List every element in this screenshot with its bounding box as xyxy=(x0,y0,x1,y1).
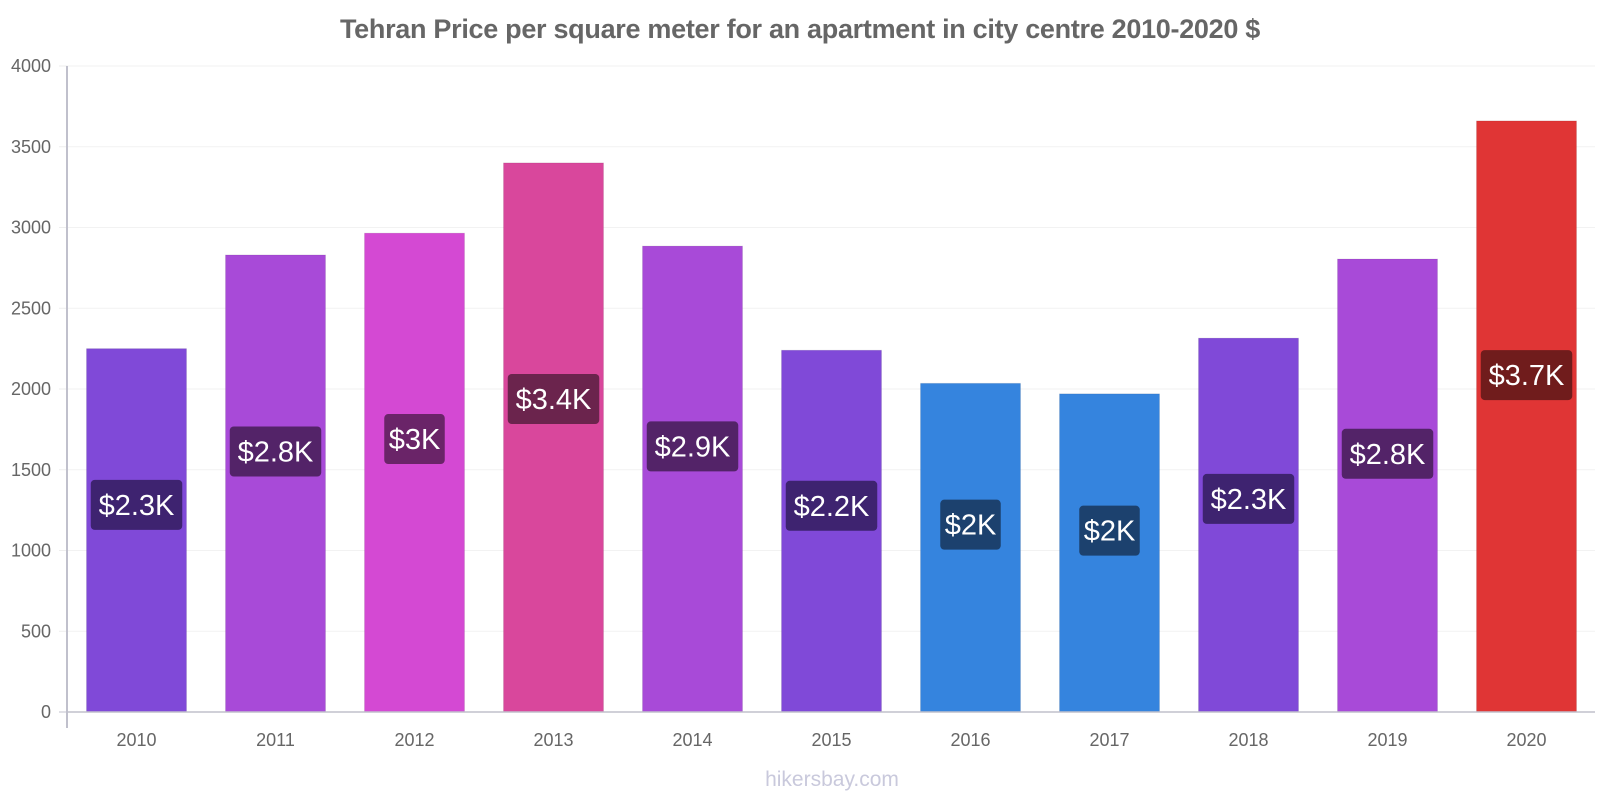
bar xyxy=(503,162,604,713)
x-tick-label: 2011 xyxy=(256,730,295,750)
data-label: $2.2K xyxy=(794,491,870,523)
bar xyxy=(86,348,187,713)
y-tick-label: 1000 xyxy=(11,541,51,561)
data-label-box xyxy=(940,499,1001,550)
data-label-box xyxy=(1202,473,1295,524)
data-labels: $2.3K $2.8K $3K $3.4K $2.9K $2.2K $2K $2K $2.3K $… xyxy=(90,350,1573,556)
bar xyxy=(1337,258,1438,713)
data-label-box xyxy=(1480,350,1573,401)
data-label-box xyxy=(785,480,878,531)
data-label-box xyxy=(1341,428,1434,479)
watermark: hikersbay.com xyxy=(765,768,899,791)
x-tick-label: 2014 xyxy=(672,730,712,750)
bar xyxy=(1476,120,1577,713)
data-label: $2.8K xyxy=(238,436,314,468)
data-label-box xyxy=(229,426,322,477)
data-label: $2.9K xyxy=(655,431,731,463)
data-label: $3.4K xyxy=(516,384,592,416)
data-label: $2.3K xyxy=(1211,484,1287,516)
data-label: $2K xyxy=(945,510,997,542)
y-tick-label: 1500 xyxy=(11,460,51,480)
y-tick-label: 3000 xyxy=(11,218,51,238)
bar xyxy=(364,232,465,713)
bar xyxy=(225,254,326,713)
y-tick-label: 4000 xyxy=(11,56,51,76)
data-label-box xyxy=(1079,505,1140,556)
axes: 0 500 1000 1500 2000 2500 3000 3500 4000 2010 2011… xyxy=(11,56,1595,750)
x-tick-label: 2017 xyxy=(1089,730,1129,750)
data-label: $2K xyxy=(1084,516,1136,548)
chart-title: Tehran Price per square meter for an apa… xyxy=(339,14,1260,44)
x-tick-label: 2010 xyxy=(116,730,156,750)
x-tick-label: 2013 xyxy=(533,730,573,750)
bars xyxy=(86,120,1577,713)
x-tick-label: 2020 xyxy=(1506,730,1546,750)
x-tick-label: 2018 xyxy=(1228,730,1268,750)
bar xyxy=(1198,337,1299,713)
x-tick-label: 2016 xyxy=(950,730,990,750)
data-label: $3K xyxy=(389,424,441,456)
data-label-box xyxy=(90,479,183,530)
data-label: $3.7K xyxy=(1489,360,1565,392)
y-tick-label: 500 xyxy=(21,621,51,641)
y-tick-label: 2500 xyxy=(11,298,51,318)
x-tick-label: 2015 xyxy=(811,730,851,750)
data-label: $2.3K xyxy=(99,490,175,522)
y-tick-label: 2000 xyxy=(11,379,51,399)
bar xyxy=(642,245,743,713)
data-label-box xyxy=(646,421,739,472)
x-tick-label: 2019 xyxy=(1367,730,1407,750)
x-tick-label: 2012 xyxy=(394,730,434,750)
data-label-box xyxy=(507,374,600,425)
y-tick-label: 0 xyxy=(41,702,51,722)
data-label-box xyxy=(384,414,445,465)
data-label: $2.8K xyxy=(1350,439,1426,471)
bar xyxy=(781,349,882,713)
y-tick-label: 3500 xyxy=(11,137,51,157)
